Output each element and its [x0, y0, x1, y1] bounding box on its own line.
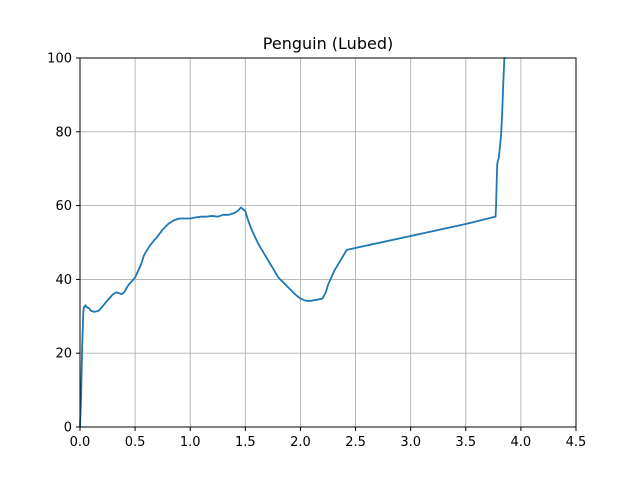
chart-title: Penguin (Lubed)	[263, 34, 393, 53]
axes-frame	[79, 57, 577, 428]
y-axis: 0 20 40 60 80 100	[47, 52, 80, 436]
x-tick-label: 0.0	[70, 435, 91, 450]
x-tick-label: 4.0	[511, 435, 532, 450]
x-tick-label: 0.5	[125, 435, 146, 450]
plot-area	[79, 57, 506, 428]
x-tick-label: 3.5	[455, 435, 476, 450]
x-tick-label: 1.5	[235, 435, 256, 450]
y-tick-label: 0	[64, 421, 72, 436]
x-axis: 0.0 0.5 1.0 1.5 2.0 2.5 3.0 3.5 4.0 4.5	[70, 427, 587, 450]
x-tick-label: 3.0	[400, 435, 421, 450]
x-tick-label: 2.0	[290, 435, 311, 450]
y-tick-label: 40	[55, 273, 72, 288]
x-tick-label: 2.5	[345, 435, 366, 450]
x-tick-label: 1.0	[180, 435, 201, 450]
x-tick-label: 4.5	[566, 435, 587, 450]
y-tick-label: 60	[55, 199, 72, 214]
series-line-0	[79, 57, 506, 428]
y-tick-label: 80	[55, 125, 72, 140]
y-tick-label: 20	[55, 347, 72, 362]
y-tick-label: 100	[47, 52, 72, 67]
